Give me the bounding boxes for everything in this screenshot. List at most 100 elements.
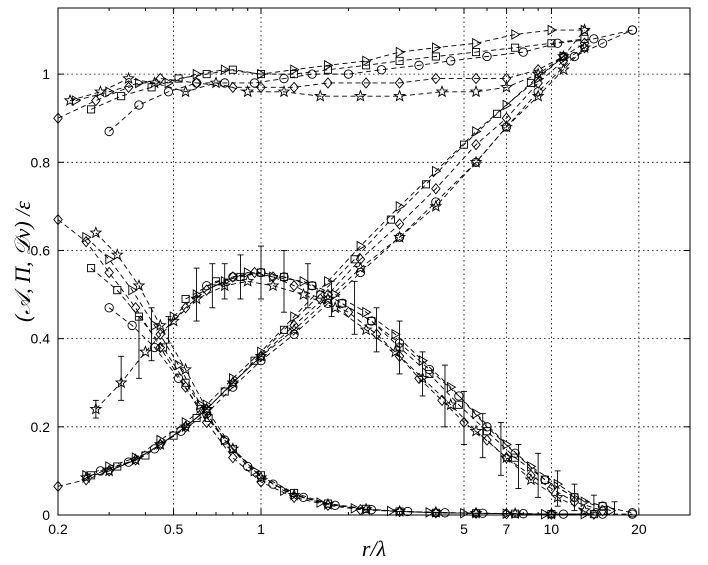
data-point-triangle <box>290 64 300 76</box>
data-point-star <box>254 349 268 362</box>
data-point-triangle <box>135 77 145 89</box>
data-point-diamond <box>268 271 278 283</box>
data-point-square <box>559 52 568 61</box>
data-point-circle <box>307 69 317 79</box>
data-point-triangle <box>511 29 521 40</box>
data-point-circle <box>196 404 206 414</box>
data-point-square <box>425 369 434 378</box>
data-point-diamond <box>371 328 382 340</box>
data-point-square <box>174 74 183 83</box>
data-point-star <box>557 62 570 76</box>
data-point-square <box>228 65 237 74</box>
data-point-star <box>578 40 591 54</box>
grid <box>58 8 690 515</box>
data-point-square <box>511 43 520 52</box>
data-point-diamond <box>104 266 114 279</box>
x-axis-label: r/λ <box>362 536 386 561</box>
data-point-square <box>250 356 259 365</box>
data-point-square <box>256 268 266 277</box>
data-point-star <box>241 85 255 98</box>
series-line-peak-square <box>185 272 603 507</box>
data-point-triangle <box>362 55 372 67</box>
data-point-star <box>153 437 167 450</box>
data-point-circle <box>394 338 405 348</box>
data-point-triangle <box>192 68 203 80</box>
data-point-circle <box>228 272 238 282</box>
data-point-star <box>122 71 135 84</box>
data-point-circle <box>220 78 230 88</box>
data-point-circle <box>376 65 387 75</box>
data-point-circle <box>471 157 481 167</box>
data-point-circle <box>558 509 569 519</box>
data-point-square <box>395 343 404 352</box>
data-point-square <box>337 299 346 308</box>
data-point-square <box>290 70 299 79</box>
data-point-circle <box>597 509 608 519</box>
data-point-circle <box>256 267 266 278</box>
data-point-diamond <box>228 451 238 464</box>
data-point-star <box>218 279 232 292</box>
data-point-star <box>578 503 591 517</box>
data-point-diamond <box>315 293 326 305</box>
data-point-triangle <box>164 77 174 89</box>
series-line-top-circle <box>108 29 633 132</box>
data-point-star <box>429 199 443 212</box>
data-point-star <box>359 323 373 336</box>
data-point-circle <box>176 426 186 436</box>
data-point-circle <box>440 508 450 518</box>
data-point-square <box>181 378 190 387</box>
data-point-circle <box>552 38 563 48</box>
series-line-top-star <box>69 29 585 102</box>
data-point-triangle <box>472 408 482 420</box>
data-point-diamond <box>191 77 202 89</box>
data-point-star <box>167 314 180 327</box>
data-point-circle <box>431 197 441 207</box>
data-point-triangle <box>553 478 564 490</box>
data-point-square <box>169 431 178 440</box>
data-point-star <box>328 301 342 314</box>
series-line-peak-star <box>95 280 585 511</box>
data-point-diamond <box>471 72 481 85</box>
data-point-triangle <box>82 469 92 481</box>
data-point-triangle <box>502 439 512 450</box>
data-point-triangle <box>534 73 544 84</box>
data-point-square <box>472 509 481 518</box>
data-point-square <box>395 56 404 65</box>
data-point-circle <box>173 373 184 383</box>
data-point-diamond <box>355 253 366 266</box>
data-point-star <box>102 464 116 477</box>
data-point-triangle <box>472 37 482 49</box>
data-point-square <box>141 451 150 460</box>
data-point-triangle <box>356 240 366 252</box>
data-point-triangle <box>580 496 591 508</box>
y-tick-label: 0.8 <box>31 154 51 170</box>
data-point-square <box>308 281 317 290</box>
data-point-diamond <box>155 72 166 85</box>
x-tick-label: 20 <box>631 521 647 537</box>
data-point-star <box>531 89 545 102</box>
data-point-circle <box>123 457 134 467</box>
data-point-circle <box>355 267 366 278</box>
data-point-square <box>87 471 96 480</box>
data-point-circle <box>127 320 137 331</box>
data-point-star <box>551 490 564 503</box>
data-point-square <box>547 39 556 48</box>
data-point-triangle <box>243 267 254 278</box>
data-point-square <box>540 475 549 484</box>
data-point-circle <box>104 126 114 137</box>
data-point-diamond <box>228 81 238 94</box>
data-point-star <box>179 420 193 433</box>
data-point-circle <box>482 422 492 432</box>
data-point-triangle <box>432 165 442 177</box>
series-line-falling-diamond <box>57 219 594 515</box>
data-point-star <box>469 424 483 437</box>
x-tick-label: 0.5 <box>164 521 184 537</box>
y-tick-label: 0 <box>42 507 50 523</box>
data-point-triangle <box>472 126 482 137</box>
data-point-triangle <box>192 289 203 300</box>
data-point-square <box>472 48 481 57</box>
data-point-circle <box>134 100 144 110</box>
data-point-diamond <box>289 81 299 94</box>
data-point-triangle <box>606 505 617 516</box>
